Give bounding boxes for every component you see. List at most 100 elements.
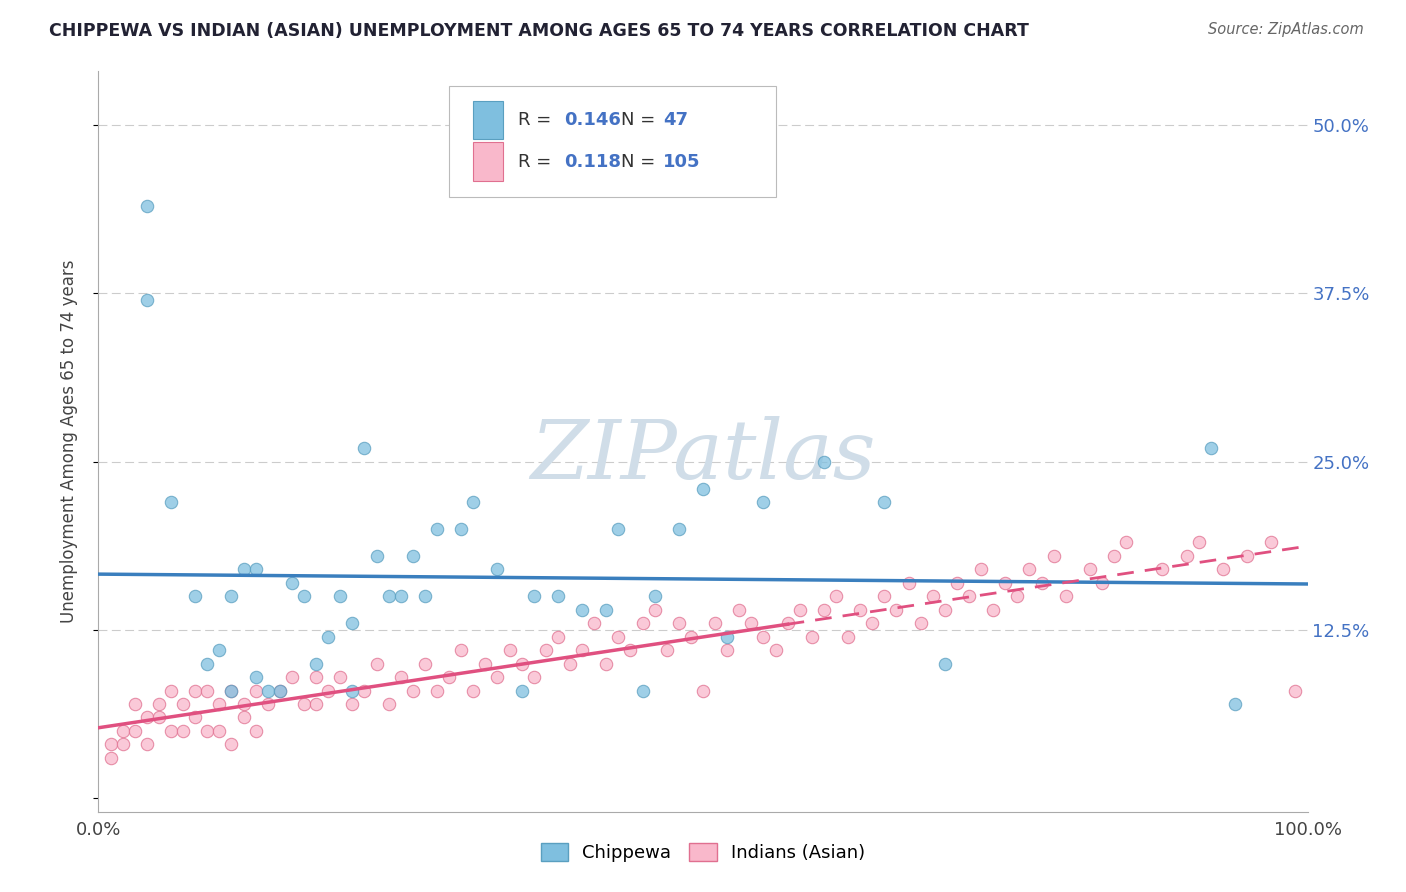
Text: R =: R = [517, 153, 557, 170]
Point [160, 495, 183, 509]
Point [316, 630, 339, 644]
Point [595, 603, 617, 617]
Point [789, 603, 811, 617]
Point [245, 670, 267, 684]
Point [1007, 590, 1029, 604]
Point [195, 657, 218, 671]
Point [510, 683, 533, 698]
Point [1175, 549, 1198, 563]
Point [510, 657, 533, 671]
Point [849, 603, 872, 617]
Text: N =: N = [621, 153, 661, 170]
Point [886, 603, 908, 617]
Point [523, 670, 546, 684]
Point [256, 683, 278, 698]
Point [413, 590, 436, 604]
Point [1260, 535, 1282, 549]
Point [160, 723, 183, 738]
Point [450, 522, 472, 536]
Point [221, 683, 243, 698]
Point [716, 630, 738, 644]
Point [232, 562, 254, 576]
Point [245, 683, 267, 698]
Point [221, 738, 243, 752]
Point [135, 738, 157, 752]
Point [474, 657, 496, 671]
Point [329, 670, 352, 684]
Point [256, 697, 278, 711]
Point [148, 697, 170, 711]
Point [740, 616, 762, 631]
Point [668, 522, 690, 536]
Point [558, 657, 581, 671]
Point [184, 590, 207, 604]
Point [232, 710, 254, 724]
Legend: Chippewa, Indians (Asian): Chippewa, Indians (Asian) [534, 836, 872, 870]
Point [208, 723, 231, 738]
Point [342, 616, 364, 631]
Point [1199, 442, 1222, 456]
Text: R =: R = [517, 112, 557, 129]
Point [1054, 590, 1077, 604]
Point [644, 590, 666, 604]
Point [860, 616, 883, 631]
Text: N =: N = [621, 112, 661, 129]
Point [413, 657, 436, 671]
Text: ZIPatlas: ZIPatlas [530, 417, 876, 496]
Point [776, 616, 799, 631]
Point [184, 683, 207, 698]
Point [498, 643, 520, 657]
Point [389, 590, 412, 604]
Point [486, 562, 509, 576]
Point [377, 590, 399, 604]
Text: 0.118: 0.118 [564, 153, 621, 170]
Point [208, 697, 231, 711]
Point [100, 751, 122, 765]
Point [281, 575, 304, 590]
Point [184, 710, 207, 724]
Point [208, 643, 231, 657]
Point [1236, 549, 1258, 563]
Point [124, 697, 146, 711]
Point [292, 697, 315, 711]
Point [583, 616, 606, 631]
Point [245, 562, 267, 576]
Point [728, 603, 751, 617]
Point [316, 683, 339, 698]
Point [389, 670, 412, 684]
Point [571, 643, 593, 657]
Point [402, 549, 425, 563]
Y-axis label: Unemployment Among Ages 65 to 74 years: Unemployment Among Ages 65 to 74 years [59, 260, 77, 624]
Point [292, 590, 315, 604]
Point [353, 683, 375, 698]
Point [1188, 535, 1211, 549]
Point [111, 723, 134, 738]
Point [450, 643, 472, 657]
Point [534, 643, 557, 657]
Point [692, 482, 714, 496]
Point [111, 738, 134, 752]
FancyBboxPatch shape [474, 143, 503, 181]
Point [946, 575, 969, 590]
Point [377, 697, 399, 711]
Point [765, 643, 787, 657]
Point [873, 495, 896, 509]
Point [486, 670, 509, 684]
Point [172, 697, 194, 711]
Point [124, 723, 146, 738]
Point [800, 630, 823, 644]
Point [981, 603, 1004, 617]
Point [463, 683, 485, 698]
Point [269, 683, 291, 698]
Point [897, 575, 920, 590]
Point [655, 643, 678, 657]
Point [221, 590, 243, 604]
Point [934, 657, 956, 671]
Point [1018, 562, 1040, 576]
Point [607, 522, 630, 536]
Point [463, 495, 485, 509]
Point [232, 697, 254, 711]
Point [1212, 562, 1234, 576]
Text: CHIPPEWA VS INDIAN (ASIAN) UNEMPLOYMENT AMONG AGES 65 TO 74 YEARS CORRELATION CH: CHIPPEWA VS INDIAN (ASIAN) UNEMPLOYMENT … [49, 22, 1029, 40]
Point [595, 657, 617, 671]
